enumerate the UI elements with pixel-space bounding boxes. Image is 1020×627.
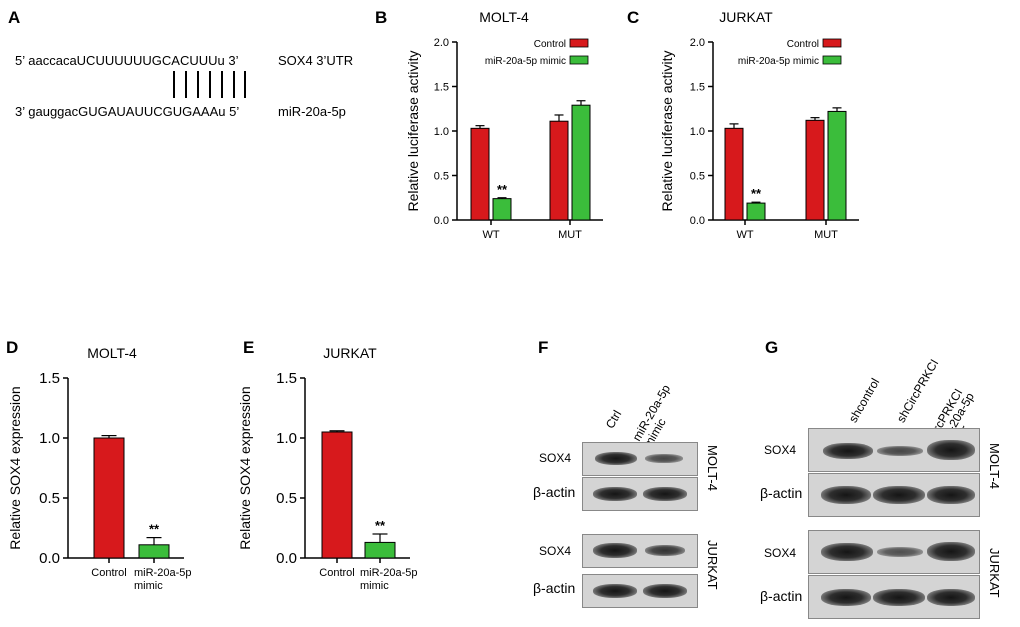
blot-f-molt4-sox4 xyxy=(582,442,698,476)
chart-c-ytick-label: 0.5 xyxy=(690,171,705,183)
blot-f-cell-jurkat: JURKAT xyxy=(705,540,720,590)
chart-d-bar-mimic xyxy=(138,544,170,559)
chart-e-bar-mimic xyxy=(364,541,396,559)
sox4-utr-sequence: 5’ aaccacaUCUUUUUUGCACUUUu 3’ xyxy=(15,53,239,68)
blot-g-jurkat-actin xyxy=(808,575,980,619)
blot-f-jurkat-actin xyxy=(582,574,698,608)
panel-letter-d: D xyxy=(6,338,19,357)
chart-b-legend-swatch-mimic xyxy=(569,55,589,65)
chart-b-bar-wt-control xyxy=(470,127,490,221)
blot-f-molt4-actin xyxy=(582,477,698,511)
seed-pairing-lines xyxy=(173,71,246,98)
sox4-utr-label: SOX4 3’UTR xyxy=(278,53,354,68)
chart-d-ytick-label: 1.5 xyxy=(39,370,60,387)
chart-e-ytick-label: 1.5 xyxy=(276,370,297,387)
blot-g-cell-jurkat: JURKAT xyxy=(987,548,1002,598)
blot-g-jurkat-sox4 xyxy=(808,530,980,574)
chart-b-ytick-label: 0.5 xyxy=(434,171,449,183)
chart-e-ytick-label: 0.0 xyxy=(276,550,297,567)
chart-c-ytick-label: 1.5 xyxy=(690,82,705,94)
blot-f-cell-molt4: MOLT-4 xyxy=(705,445,720,491)
chart-b-xtick-label: MUT xyxy=(558,229,582,241)
chart-d-ytick-label: 0.5 xyxy=(39,490,60,507)
blot-f-jurkat-sox4 xyxy=(582,534,698,568)
chart-e-ytick-label: 0.5 xyxy=(276,490,297,507)
blot-f-label-sox4-2: SOX4 xyxy=(539,544,572,558)
chart-b-bar-wt-mimic xyxy=(492,198,512,221)
chart-b-bar-mut-mimic xyxy=(571,104,591,221)
blot-g-label-actin-2: β-actin xyxy=(760,588,803,604)
chart-c-bar-mut-mimic xyxy=(827,110,847,221)
blot-g-molt4-sox4 xyxy=(808,428,980,472)
blot-f-label-sox4-1: SOX4 xyxy=(539,451,572,465)
chart-e-ytick-label: 1.0 xyxy=(276,430,297,447)
panel-letter-e: E xyxy=(243,338,255,357)
chart-b-title: MOLT-4 xyxy=(479,9,529,25)
chart-b-xtick-label: WT xyxy=(482,229,499,241)
chart-c-bar-wt-control xyxy=(724,127,744,221)
chart-c-ytick-label: 0.0 xyxy=(690,215,705,227)
chart-d-title: MOLT-4 xyxy=(87,345,137,361)
panel-letter-b: B xyxy=(375,8,388,27)
chart-b-ylabel: Relative luciferase activity xyxy=(405,50,421,211)
chart-b-ytick-label: 1.0 xyxy=(434,126,449,138)
chart-e-title: JURKAT xyxy=(323,345,377,361)
blot-g-molt4-actin xyxy=(808,473,980,517)
chart-c-xtick-label: WT xyxy=(736,229,753,241)
chart-c-legend-swatch-control xyxy=(822,38,842,48)
chart-b-ytick-label: 0.0 xyxy=(434,215,449,227)
chart-b-ytick-label: 2.0 xyxy=(434,37,449,49)
chart-c-ytick-label: 2.0 xyxy=(690,37,705,49)
chart-d-ylabel: Relative SOX4 expression xyxy=(7,386,23,549)
blot-g-label-actin-1: β-actin xyxy=(760,485,803,501)
chart-d-bar-control xyxy=(93,437,125,559)
blot-g-label-sox4-1: SOX4 xyxy=(764,443,797,457)
panel-letter-g: G xyxy=(765,338,779,357)
chart-e-xtick-label-control: Control xyxy=(319,567,354,579)
chart-d-ytick-label: 1.0 xyxy=(39,430,60,447)
blot-g-label-sox4-2: SOX4 xyxy=(764,546,797,560)
chart-c-title: JURKAT xyxy=(719,9,773,25)
chart-d-xtick-label-control: Control xyxy=(91,567,126,579)
chart-e-bar-control xyxy=(321,431,353,559)
blot-g-cell-molt4: MOLT-4 xyxy=(987,443,1002,489)
chart-c-bar-wt-mimic xyxy=(746,202,766,221)
mir-20a-5p-label: miR-20a-5p xyxy=(278,104,346,119)
chart-d-significance: ** xyxy=(149,522,160,537)
chart-d-ytick-label: 0.0 xyxy=(39,550,60,567)
chart-c-xtick-label: MUT xyxy=(814,229,838,241)
chart-e-ylabel: Relative SOX4 expression xyxy=(237,386,253,549)
panel-letter-f: F xyxy=(538,338,549,357)
blot-f-label-actin-2: β-actin xyxy=(533,580,576,596)
mir-20a-5p-sequence: 3’ gauggacGUGAUAUUCGUGAAAu 5’ xyxy=(15,104,240,119)
chart-c-ylabel: Relative luciferase activity xyxy=(659,50,675,211)
chart-e-significance: ** xyxy=(375,518,386,533)
chart-c-legend-label-control: Control xyxy=(787,39,819,50)
chart-c-bar-mut-control xyxy=(805,119,825,221)
chart-b-bar-mut-control xyxy=(549,120,569,221)
chart-c-legend-swatch-mimic xyxy=(822,55,842,65)
chart-e-xtick-label-mimic: miR-20a-5p mimic xyxy=(360,567,417,592)
chart-b-ytick-label: 1.5 xyxy=(434,82,449,94)
chart-b-legend-swatch-control xyxy=(569,38,589,48)
panel-letter-c: C xyxy=(627,8,640,27)
chart-b-legend-label-control: Control xyxy=(534,39,566,50)
chart-c-significance: ** xyxy=(751,186,762,201)
chart-d-xtick-label-mimic: miR-20a-5p mimic xyxy=(134,567,191,592)
chart-b-legend-label-mimic: miR-20a-5p mimic xyxy=(485,56,566,67)
blot-f-label-actin-1: β-actin xyxy=(533,484,576,500)
chart-c-legend-label-mimic: miR-20a-5p mimic xyxy=(738,56,819,67)
chart-b-significance: ** xyxy=(497,182,508,197)
chart-c-ytick-label: 1.0 xyxy=(690,126,705,138)
panel-letter-a: A xyxy=(8,8,21,27)
